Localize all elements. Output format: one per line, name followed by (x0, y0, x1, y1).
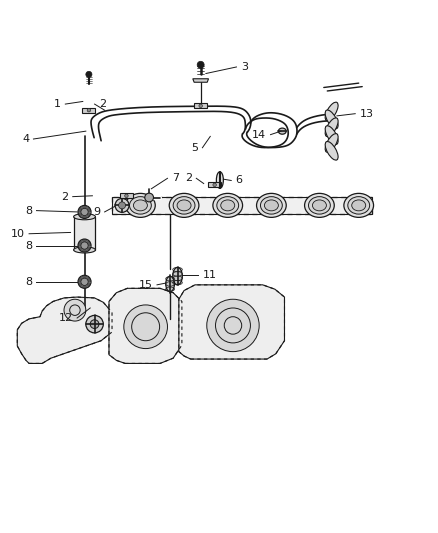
Circle shape (197, 61, 204, 68)
Circle shape (70, 305, 80, 316)
Polygon shape (120, 193, 133, 198)
Circle shape (119, 202, 126, 209)
Ellipse shape (130, 197, 151, 214)
Circle shape (81, 242, 88, 249)
Circle shape (78, 275, 91, 288)
Ellipse shape (261, 197, 283, 214)
Ellipse shape (169, 193, 199, 217)
Ellipse shape (173, 268, 182, 285)
Text: 3: 3 (241, 62, 248, 72)
Ellipse shape (325, 134, 338, 152)
Ellipse shape (221, 200, 235, 211)
Ellipse shape (173, 197, 195, 214)
Text: 1: 1 (54, 99, 61, 109)
Circle shape (78, 239, 91, 252)
Ellipse shape (279, 128, 286, 134)
Polygon shape (194, 103, 207, 108)
Circle shape (145, 193, 153, 202)
Text: 5: 5 (191, 143, 198, 153)
Circle shape (115, 198, 129, 212)
Ellipse shape (257, 193, 286, 217)
Text: 11: 11 (202, 270, 216, 280)
Text: 6: 6 (236, 175, 243, 185)
Circle shape (81, 208, 88, 215)
Polygon shape (74, 217, 95, 250)
Text: 2: 2 (185, 173, 192, 183)
Circle shape (87, 108, 91, 112)
Circle shape (199, 104, 202, 108)
Ellipse shape (217, 197, 239, 214)
Text: 8: 8 (25, 240, 32, 251)
Ellipse shape (166, 276, 174, 292)
Circle shape (64, 299, 86, 321)
Text: 14: 14 (252, 130, 266, 140)
Ellipse shape (177, 200, 191, 211)
Text: 8: 8 (25, 206, 32, 216)
Circle shape (224, 317, 242, 334)
Circle shape (81, 278, 88, 285)
Text: 10: 10 (11, 229, 25, 239)
Circle shape (207, 299, 259, 352)
Circle shape (124, 305, 167, 349)
Text: 12: 12 (59, 313, 73, 323)
Ellipse shape (312, 200, 326, 211)
Ellipse shape (348, 197, 370, 214)
Circle shape (86, 316, 103, 333)
Circle shape (78, 205, 91, 219)
Circle shape (132, 313, 159, 341)
Circle shape (213, 183, 216, 187)
Text: 2: 2 (99, 99, 106, 109)
Ellipse shape (325, 126, 338, 144)
Circle shape (86, 71, 92, 77)
Text: 15: 15 (139, 280, 152, 290)
Ellipse shape (325, 110, 338, 128)
Text: 4: 4 (22, 134, 29, 144)
Polygon shape (179, 285, 285, 359)
Text: 8: 8 (25, 277, 32, 287)
Ellipse shape (352, 200, 366, 211)
Ellipse shape (308, 197, 330, 214)
Ellipse shape (134, 200, 148, 211)
Circle shape (215, 308, 251, 343)
Polygon shape (112, 197, 372, 214)
Ellipse shape (74, 247, 95, 253)
Ellipse shape (325, 141, 338, 160)
Text: 2: 2 (61, 192, 68, 201)
Polygon shape (17, 297, 112, 364)
Ellipse shape (213, 193, 243, 217)
Circle shape (125, 194, 128, 198)
Ellipse shape (325, 102, 338, 121)
Text: 13: 13 (360, 109, 374, 119)
Ellipse shape (265, 200, 279, 211)
Circle shape (90, 320, 99, 328)
Polygon shape (109, 288, 182, 364)
Polygon shape (193, 79, 208, 82)
Ellipse shape (74, 214, 95, 220)
Ellipse shape (216, 172, 223, 188)
Polygon shape (82, 108, 95, 113)
Polygon shape (208, 182, 221, 188)
Ellipse shape (304, 193, 334, 217)
Ellipse shape (344, 193, 374, 217)
Text: 9: 9 (93, 207, 100, 217)
Ellipse shape (126, 193, 155, 217)
Ellipse shape (325, 118, 338, 136)
Text: 7: 7 (172, 173, 179, 183)
